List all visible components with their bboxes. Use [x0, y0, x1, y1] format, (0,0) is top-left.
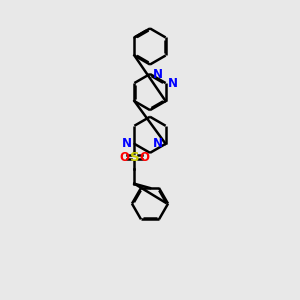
Text: N: N: [153, 137, 163, 150]
Text: S: S: [130, 151, 139, 164]
Text: O: O: [140, 151, 150, 164]
Text: N: N: [122, 137, 131, 150]
Text: O: O: [119, 151, 129, 164]
Text: N: N: [168, 76, 178, 89]
Text: N: N: [152, 68, 163, 80]
